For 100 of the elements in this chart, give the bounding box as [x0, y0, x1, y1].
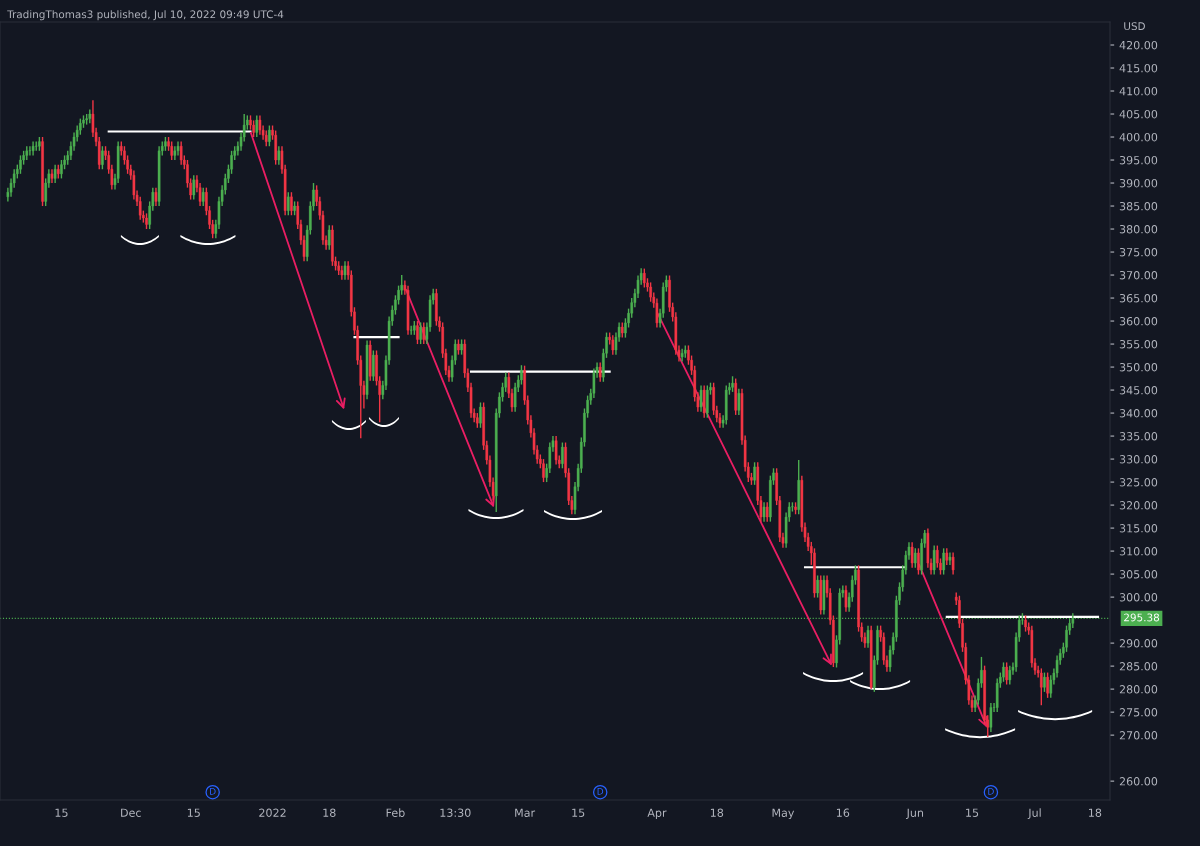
candlestick: [1005, 661, 1008, 686]
y-tick-label: 395.00: [1119, 156, 1158, 165]
x-tick-label: 15: [187, 808, 200, 817]
y-tick-label: 375.00: [1119, 248, 1158, 257]
candlestick: [422, 321, 426, 345]
candlestick: [85, 113, 88, 126]
candlestick: [372, 349, 375, 382]
candlestick: [542, 458, 545, 483]
candlestick: [252, 119, 255, 138]
y-tick-label: 345.00: [1119, 386, 1158, 395]
candlestick: [258, 114, 262, 136]
candlestick: [38, 136, 41, 152]
candlestick: [286, 191, 290, 216]
candlestick: [255, 114, 259, 138]
y-tick-label: 275.00: [1119, 708, 1158, 717]
candlestick: [331, 224, 334, 267]
y-tick-label: 305.00: [1119, 570, 1158, 579]
candlestick: [145, 212, 148, 230]
y-tick-label: 330.00: [1119, 455, 1158, 464]
candlestick: [561, 441, 564, 469]
x-tick-label: 18: [1089, 808, 1102, 817]
candlestick: [101, 145, 104, 170]
candlestick: [1040, 667, 1043, 706]
y-tick-label: 285.00: [1119, 662, 1158, 671]
x-tick-label: May: [772, 808, 795, 820]
candlestick: [844, 584, 848, 613]
candlestick: [409, 324, 413, 336]
candlestick: [816, 574, 819, 599]
y-tick-label: 420.00: [1119, 40, 1158, 50]
y-tick-label: 390.00: [1119, 179, 1158, 188]
x-tick-label: 16: [836, 808, 850, 817]
y-tick-label: 340.00: [1119, 409, 1158, 418]
candlestick: [201, 186, 205, 207]
y-tick-label: 290.00: [1119, 639, 1158, 648]
candlestick: [41, 136, 44, 207]
candlestick: [731, 375, 734, 393]
candlestick: [293, 200, 296, 216]
y-tick-label: 370.00: [1119, 271, 1158, 280]
candlestick: [702, 384, 706, 419]
candlestick: [154, 186, 158, 207]
candlestick: [290, 191, 293, 216]
x-tick-label: Apr: [647, 808, 667, 820]
candlestick: [1046, 671, 1049, 699]
candlestick: [611, 334, 615, 356]
candlestick: [917, 547, 920, 576]
candlestick: [1043, 671, 1046, 693]
candlestick: [913, 547, 917, 569]
y-tick-label: 360.00: [1119, 317, 1158, 326]
y-tick-label: 415.00: [1119, 63, 1158, 73]
x-tick-label: 18: [710, 808, 724, 817]
x-tick-label: 18: [323, 808, 336, 817]
candlestick: [19, 154, 22, 175]
y-axis-title: USD: [1124, 22, 1145, 31]
candlestick: [1024, 614, 1027, 633]
x-tick-label: 15: [572, 808, 585, 817]
annotation: D: [597, 788, 604, 795]
y-tick-label: 320.00: [1119, 501, 1158, 510]
candlestick: [753, 461, 756, 486]
x-tick-label: Mar: [515, 808, 536, 817]
y-tick-label: 260.00: [1119, 777, 1158, 786]
y-tick-label: 270.00: [1119, 731, 1158, 740]
candlestick: [1008, 664, 1012, 686]
x-tick-label: 13:30: [440, 808, 471, 817]
candlestick: [460, 338, 463, 356]
candlestick: [655, 297, 659, 329]
y-tick-label: 380.00: [1119, 225, 1158, 234]
y-tick-label: 405.00: [1119, 109, 1158, 119]
candlestick: [643, 267, 646, 289]
candlestick: [164, 136, 167, 152]
candlestick: [277, 145, 281, 166]
candlestick: [794, 501, 797, 515]
candlestick: [951, 551, 955, 576]
y-tick-label: 400.00: [1119, 133, 1158, 142]
candlestick: [706, 384, 709, 419]
candlestick: [419, 321, 422, 345]
y-tick-label: 315.00: [1119, 524, 1158, 533]
candlestick: [737, 387, 741, 416]
annotation: D: [988, 788, 994, 795]
y-tick-label: 365.00: [1119, 294, 1158, 303]
y-tick-label: 350.00: [1119, 363, 1158, 372]
x-tick-label: Feb: [386, 808, 405, 817]
x-tick-label: 2022: [259, 808, 286, 817]
y-tick-label: 335.00: [1119, 432, 1158, 441]
y-tick-label: 310.00: [1119, 547, 1158, 556]
candlestick: [942, 547, 945, 576]
candlestick: [416, 320, 419, 345]
x-tick-label: 15: [966, 808, 979, 817]
candlestick: [28, 145, 32, 157]
chart-title: TradingThomas3 published, Jul 10, 2022 09:49 UTC-4: [7, 10, 284, 21]
annotation: D: [210, 788, 216, 795]
x-tick-label: Jun: [906, 808, 924, 819]
y-tick-label: 410.00: [1119, 86, 1158, 96]
y-tick-label: 355.00: [1119, 340, 1158, 349]
candlestick: [457, 338, 460, 356]
x-tick-label: 15: [55, 808, 68, 817]
y-tick-label: 300.00: [1119, 593, 1158, 602]
y-tick-label: 385.00: [1119, 202, 1158, 211]
candlestick: [989, 702, 993, 733]
candlestick: [948, 551, 952, 566]
candlestick: [268, 124, 271, 147]
